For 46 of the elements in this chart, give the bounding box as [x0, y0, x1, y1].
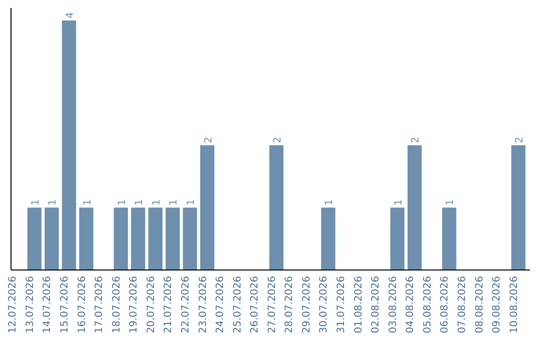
- data-label: 2: [410, 136, 422, 144]
- x-tick-label: 18.07.2026: [111, 276, 122, 334]
- x-tick-label: 28.07.2026: [284, 276, 296, 334]
- x-tick-label: 15.07.2026: [59, 276, 70, 334]
- x-tick-label: 24.07.2026: [215, 276, 226, 334]
- x-tick-label: 09.08.2026: [492, 276, 503, 334]
- x-tick-label: 04.08.2026: [405, 276, 416, 334]
- x-tick-label: 19.07.2026: [128, 276, 140, 334]
- x-tick-label: 25.07.2026: [232, 276, 244, 334]
- x-tick-label: 12.07.2026: [8, 276, 19, 334]
- data-label: 1: [324, 199, 336, 206]
- x-tick-label: 06.08.2026: [440, 276, 451, 334]
- x-tick-label: 26.07.2026: [250, 276, 261, 334]
- data-label: 1: [134, 199, 146, 206]
- x-tick-label: 02.08.2026: [370, 276, 382, 334]
- x-tick-label: 07.08.2026: [457, 276, 468, 334]
- x-tick-label: 23.07.2026: [198, 276, 209, 334]
- x-tick-label: 10.08.2026: [508, 276, 520, 334]
- data-label: 2: [514, 136, 526, 144]
- data-label: 2: [203, 136, 214, 144]
- x-tick-label: 14.07.2026: [42, 276, 54, 334]
- x-tick-label: 16.07.2026: [76, 276, 88, 334]
- data-label: 1: [30, 199, 42, 206]
- data-label: 2: [272, 136, 284, 144]
- x-tick-label: 17.07.2026: [94, 276, 106, 334]
- x-tick-label: 13.07.2026: [24, 276, 36, 334]
- data-label: 1: [151, 199, 162, 206]
- x-tick-label: 20.07.2026: [146, 276, 157, 334]
- x-tick-label: 03.08.2026: [388, 276, 399, 334]
- data-label: 1: [116, 199, 128, 206]
- data-label: 1: [445, 199, 456, 206]
- x-tick-label: 01.08.2026: [353, 276, 364, 334]
- x-tick-label: 05.08.2026: [422, 276, 434, 334]
- x-tick-label: 29.07.2026: [301, 276, 312, 334]
- data-label: 1: [48, 199, 59, 206]
- data-label: 1: [82, 199, 94, 206]
- data-label: 1: [168, 199, 180, 206]
- data-label: 1: [393, 199, 404, 206]
- x-tick-label: 21.07.2026: [163, 276, 174, 334]
- x-tick-label: 08.08.2026: [474, 276, 486, 334]
- x-tick-label: 22.07.2026: [180, 276, 192, 334]
- x-tick-label: 31.07.2026: [336, 276, 348, 334]
- data-label: 1: [186, 199, 197, 206]
- x-tick-label: 30.07.2026: [318, 276, 330, 334]
- data-label: 4: [64, 12, 76, 18]
- x-tick-label: 27.07.2026: [266, 276, 278, 334]
